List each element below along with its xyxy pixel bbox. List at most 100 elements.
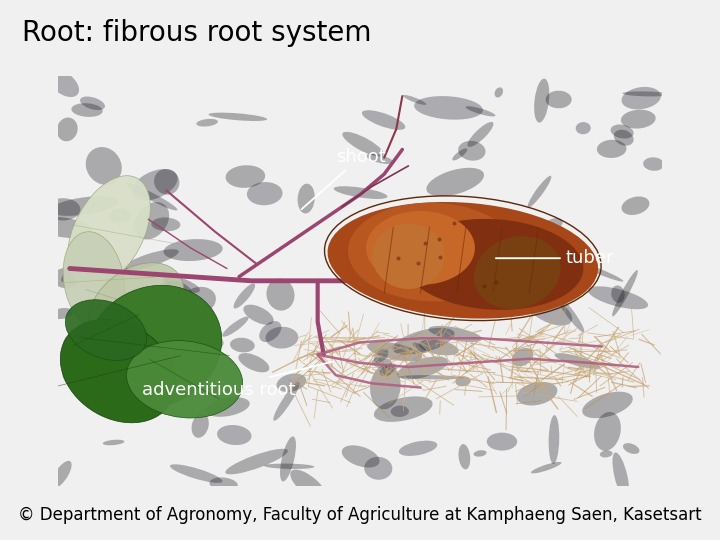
Ellipse shape xyxy=(163,239,222,261)
Ellipse shape xyxy=(366,154,393,164)
Ellipse shape xyxy=(364,457,392,480)
Ellipse shape xyxy=(443,232,459,251)
Ellipse shape xyxy=(51,308,73,319)
Ellipse shape xyxy=(192,413,209,438)
Ellipse shape xyxy=(247,182,282,205)
Ellipse shape xyxy=(531,462,562,474)
Ellipse shape xyxy=(238,353,269,373)
Ellipse shape xyxy=(233,284,255,308)
Ellipse shape xyxy=(81,248,136,274)
Ellipse shape xyxy=(209,113,267,121)
Ellipse shape xyxy=(333,186,387,199)
Ellipse shape xyxy=(48,70,79,97)
Ellipse shape xyxy=(458,141,485,161)
Ellipse shape xyxy=(621,87,661,110)
Ellipse shape xyxy=(170,464,222,483)
Ellipse shape xyxy=(342,446,379,468)
Ellipse shape xyxy=(600,450,613,457)
Ellipse shape xyxy=(413,342,426,353)
Ellipse shape xyxy=(428,326,482,342)
Ellipse shape xyxy=(66,300,147,360)
Ellipse shape xyxy=(611,286,625,303)
Ellipse shape xyxy=(426,168,484,196)
Ellipse shape xyxy=(362,110,405,130)
Ellipse shape xyxy=(572,260,624,281)
Ellipse shape xyxy=(50,196,118,216)
Ellipse shape xyxy=(97,314,126,333)
Ellipse shape xyxy=(276,374,306,392)
Ellipse shape xyxy=(613,453,629,499)
Ellipse shape xyxy=(266,279,294,310)
Ellipse shape xyxy=(135,202,169,239)
Ellipse shape xyxy=(372,357,392,368)
Ellipse shape xyxy=(206,397,250,417)
Ellipse shape xyxy=(367,342,422,361)
Ellipse shape xyxy=(400,375,464,380)
Ellipse shape xyxy=(132,169,178,200)
Ellipse shape xyxy=(622,91,670,97)
Ellipse shape xyxy=(103,440,125,445)
Text: shoot: shoot xyxy=(302,148,385,209)
Ellipse shape xyxy=(419,340,459,355)
Ellipse shape xyxy=(266,327,298,348)
Ellipse shape xyxy=(57,118,78,141)
Ellipse shape xyxy=(297,184,315,213)
Ellipse shape xyxy=(68,176,150,287)
Ellipse shape xyxy=(594,412,621,451)
Ellipse shape xyxy=(222,316,248,337)
Ellipse shape xyxy=(621,110,656,129)
Ellipse shape xyxy=(459,444,470,469)
Ellipse shape xyxy=(181,287,216,315)
Ellipse shape xyxy=(546,91,572,109)
Ellipse shape xyxy=(549,415,559,464)
Ellipse shape xyxy=(89,263,184,348)
Ellipse shape xyxy=(123,249,179,270)
Ellipse shape xyxy=(370,364,400,409)
Ellipse shape xyxy=(466,106,495,117)
Ellipse shape xyxy=(391,406,409,417)
Ellipse shape xyxy=(543,218,563,232)
Ellipse shape xyxy=(154,169,179,195)
Ellipse shape xyxy=(151,218,181,231)
Ellipse shape xyxy=(511,348,534,366)
Ellipse shape xyxy=(163,331,224,354)
Text: © Department of Agronomy, Faculty of Agriculture at Kamphaeng Saen, Kasetsart: © Department of Agronomy, Faculty of Agr… xyxy=(18,506,702,524)
Text: tuber: tuber xyxy=(496,249,614,267)
Ellipse shape xyxy=(612,270,638,316)
Ellipse shape xyxy=(80,97,105,110)
Ellipse shape xyxy=(225,165,265,188)
Ellipse shape xyxy=(474,236,560,309)
Ellipse shape xyxy=(328,202,598,319)
Ellipse shape xyxy=(372,224,445,289)
Ellipse shape xyxy=(554,353,600,369)
Ellipse shape xyxy=(582,392,633,418)
Ellipse shape xyxy=(555,294,584,332)
Ellipse shape xyxy=(217,425,251,445)
Ellipse shape xyxy=(280,436,296,482)
Ellipse shape xyxy=(474,450,487,457)
Ellipse shape xyxy=(35,217,93,238)
Ellipse shape xyxy=(71,103,103,117)
Ellipse shape xyxy=(487,433,517,450)
Ellipse shape xyxy=(643,157,664,171)
Ellipse shape xyxy=(109,208,131,223)
Ellipse shape xyxy=(528,176,552,207)
Ellipse shape xyxy=(379,363,397,376)
Ellipse shape xyxy=(374,396,433,422)
Ellipse shape xyxy=(526,295,572,326)
Ellipse shape xyxy=(52,268,81,288)
Ellipse shape xyxy=(623,443,639,454)
Ellipse shape xyxy=(51,461,71,488)
Ellipse shape xyxy=(63,232,125,330)
Ellipse shape xyxy=(588,286,648,309)
Ellipse shape xyxy=(125,183,177,211)
Ellipse shape xyxy=(136,370,152,388)
Ellipse shape xyxy=(290,470,327,501)
Text: adventitious root: adventitious root xyxy=(143,361,333,399)
Ellipse shape xyxy=(63,333,100,379)
Ellipse shape xyxy=(467,122,493,147)
Ellipse shape xyxy=(199,318,216,349)
Ellipse shape xyxy=(62,363,82,386)
Ellipse shape xyxy=(597,140,626,158)
Ellipse shape xyxy=(374,349,388,363)
